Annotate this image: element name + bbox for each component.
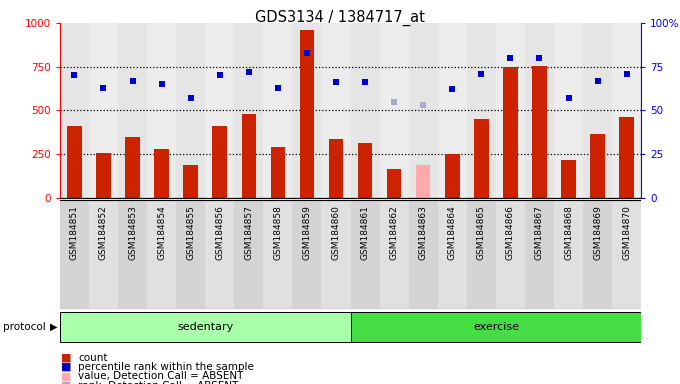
Bar (474, 119, 489, 198)
Text: GSM184857: GSM184857 (244, 205, 253, 260)
Text: GSM184870: GSM184870 (622, 205, 631, 260)
Bar (60, 23, 89, 198)
Bar (561, 160, 576, 198)
Text: exercise: exercise (473, 322, 519, 332)
Text: count: count (78, 353, 107, 363)
Bar (351, 200, 379, 309)
Text: GSM184856: GSM184856 (216, 205, 224, 260)
Bar (118, 23, 147, 198)
Bar (263, 200, 292, 309)
Text: GSM184866: GSM184866 (506, 205, 515, 260)
Bar (328, 139, 343, 198)
Bar (379, 23, 409, 198)
Bar (205, 23, 234, 198)
Text: GSM184861: GSM184861 (360, 205, 369, 260)
Text: GSM184862: GSM184862 (390, 205, 398, 260)
Bar (387, 169, 401, 198)
Bar (89, 23, 118, 198)
Bar (525, 23, 554, 198)
Bar (496, 23, 525, 198)
Bar (438, 200, 466, 309)
Text: value, Detection Call = ABSENT: value, Detection Call = ABSENT (78, 371, 243, 381)
Bar (176, 23, 205, 198)
Text: GSM184869: GSM184869 (593, 205, 602, 260)
Bar (619, 118, 634, 198)
Bar (205, 200, 234, 309)
Bar (241, 114, 256, 198)
Bar (322, 200, 351, 309)
Text: ■: ■ (61, 381, 71, 384)
Bar (554, 23, 583, 198)
Text: sedentary: sedentary (177, 322, 233, 332)
Bar (438, 23, 466, 198)
Bar (60, 312, 351, 342)
Text: GSM184865: GSM184865 (477, 205, 486, 260)
Bar (409, 23, 438, 198)
Text: ■: ■ (61, 371, 71, 381)
Bar (590, 134, 605, 198)
Bar (300, 30, 314, 198)
Bar (351, 23, 379, 198)
Bar (234, 200, 263, 309)
Bar (176, 200, 205, 309)
Bar (60, 200, 89, 309)
Bar (322, 23, 351, 198)
Text: GSM184858: GSM184858 (273, 205, 282, 260)
Bar (67, 126, 82, 198)
Bar (234, 23, 263, 198)
Bar (292, 200, 322, 309)
Text: GDS3134 / 1384717_at: GDS3134 / 1384717_at (255, 10, 425, 26)
Text: GSM184859: GSM184859 (303, 205, 311, 260)
Bar (583, 200, 612, 309)
Text: GSM184854: GSM184854 (157, 205, 166, 260)
Bar (612, 23, 641, 198)
Bar (554, 200, 583, 309)
Bar (271, 147, 285, 198)
Bar (496, 200, 525, 309)
Text: GSM184860: GSM184860 (332, 205, 341, 260)
Bar (89, 200, 118, 309)
Bar (409, 200, 438, 309)
Bar (147, 23, 176, 198)
Bar (445, 154, 460, 198)
Bar (125, 137, 140, 198)
Text: percentile rank within the sample: percentile rank within the sample (78, 362, 254, 372)
Bar (525, 200, 554, 309)
Bar (118, 200, 147, 309)
Bar (263, 23, 292, 198)
Text: GSM184864: GSM184864 (448, 205, 457, 260)
Bar (96, 153, 111, 198)
Bar (532, 66, 547, 198)
Bar (379, 200, 409, 309)
Bar (358, 143, 373, 198)
Text: ▶: ▶ (50, 322, 58, 332)
Text: GSM184863: GSM184863 (419, 205, 428, 260)
Text: ■: ■ (61, 362, 71, 372)
Text: GSM184868: GSM184868 (564, 205, 573, 260)
Bar (416, 166, 430, 198)
Text: GSM184853: GSM184853 (128, 205, 137, 260)
Text: GSM184851: GSM184851 (70, 205, 79, 260)
Bar (212, 126, 227, 198)
Text: ■: ■ (61, 353, 71, 363)
Bar (583, 23, 612, 198)
Bar (292, 23, 322, 198)
Bar (466, 200, 496, 309)
Text: protocol: protocol (3, 322, 46, 332)
Bar (503, 67, 517, 198)
Text: GSM184852: GSM184852 (99, 205, 108, 260)
Bar (612, 200, 641, 309)
Text: rank, Detection Call = ABSENT: rank, Detection Call = ABSENT (78, 381, 239, 384)
Text: GSM184867: GSM184867 (535, 205, 544, 260)
Bar (466, 23, 496, 198)
Bar (147, 200, 176, 309)
Bar (351, 312, 641, 342)
Bar (154, 149, 169, 198)
Text: GSM184855: GSM184855 (186, 205, 195, 260)
Bar (184, 166, 198, 198)
